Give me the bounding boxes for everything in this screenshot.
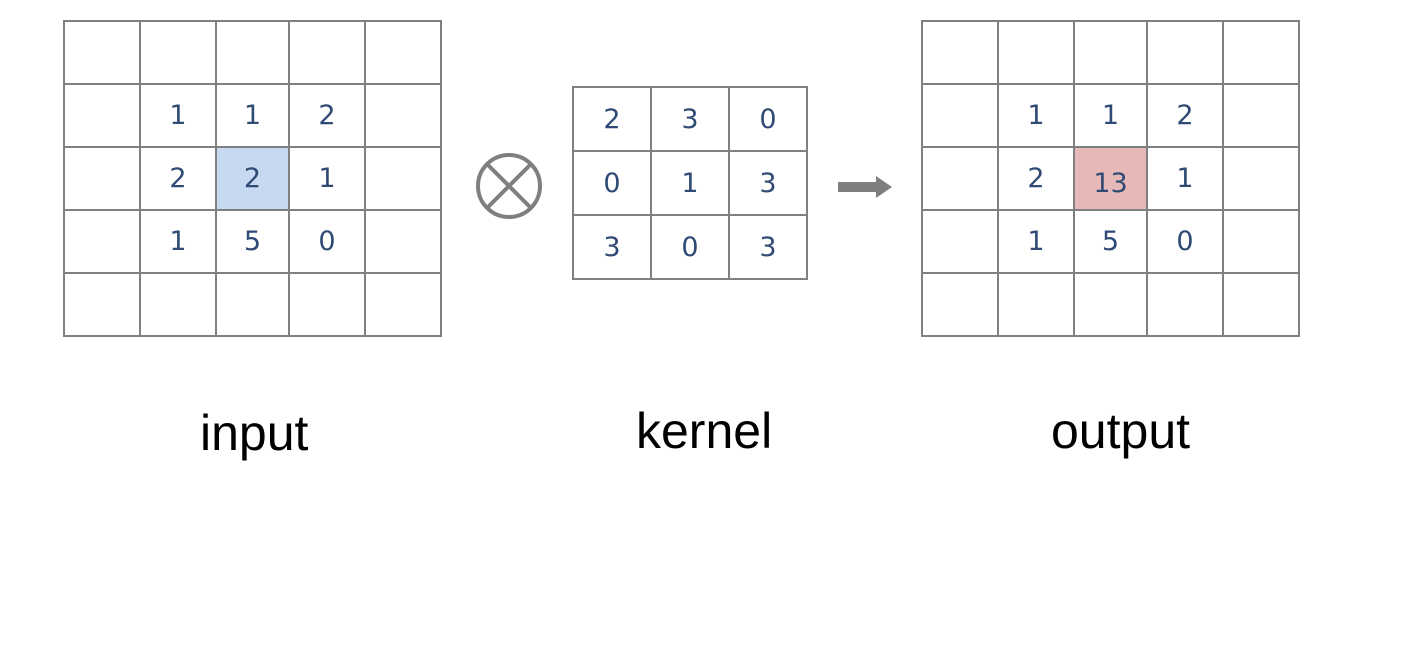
input-caption: input: [200, 408, 308, 458]
kernel-cell: 0: [573, 151, 651, 215]
input-cell: [216, 273, 289, 336]
input-cell: 5: [216, 210, 289, 273]
output-cell: 2: [1147, 84, 1223, 147]
input-cell: [365, 84, 441, 147]
grid-row: [922, 273, 1299, 336]
output-center-cell-highlighted: 13: [1074, 147, 1147, 210]
output-cell: [922, 84, 998, 147]
output-cell: [1223, 21, 1299, 84]
output-cell: 2: [998, 147, 1074, 210]
output-cell: 1: [1147, 147, 1223, 210]
input-cell: 0: [289, 210, 365, 273]
input-cell: [365, 21, 441, 84]
output-cell: [1223, 84, 1299, 147]
grid-row: 2 3 0: [573, 87, 807, 151]
output-grid: 1 1 2 2 13 1 1 5 0: [921, 20, 1300, 337]
output-cell: 1: [998, 210, 1074, 273]
output-cell: [1147, 21, 1223, 84]
grid-row: 1 1 2: [64, 84, 441, 147]
output-cell: [1223, 147, 1299, 210]
output-cell: [998, 273, 1074, 336]
input-cell: [64, 21, 140, 84]
output-cell: [998, 21, 1074, 84]
output-cell: 5: [1074, 210, 1147, 273]
input-cell: 2: [289, 84, 365, 147]
output-cell: 0: [1147, 210, 1223, 273]
output-cell: [922, 210, 998, 273]
input-cell: 1: [216, 84, 289, 147]
input-cell: [365, 147, 441, 210]
kernel-cell: 3: [651, 87, 729, 151]
input-cell: [140, 273, 216, 336]
input-cell: [64, 147, 140, 210]
kernel-cell: 3: [729, 151, 807, 215]
output-cell: [922, 273, 998, 336]
output-cell: [922, 21, 998, 84]
grid-row: 0 1 3: [573, 151, 807, 215]
kernel-cell: 0: [729, 87, 807, 151]
grid-row: 1 5 0: [64, 210, 441, 273]
input-cell: 1: [140, 84, 216, 147]
input-cell: [289, 21, 365, 84]
input-cell: 2: [140, 147, 216, 210]
output-caption: output: [1051, 406, 1190, 456]
input-cell: 1: [140, 210, 216, 273]
grid-row: 1 5 0: [922, 210, 1299, 273]
output-result-value: 13: [1093, 168, 1127, 199]
input-cell: [64, 273, 140, 336]
kernel-cell: 0: [651, 215, 729, 279]
kernel-cell: 1: [651, 151, 729, 215]
grid-row: 2 2 1: [64, 147, 441, 210]
output-cell: [922, 147, 998, 210]
input-cell: [64, 210, 140, 273]
kernel-cell: 2: [573, 87, 651, 151]
input-cell: [289, 273, 365, 336]
input-grid: 1 1 2 2 2 1 1 5 0: [63, 20, 442, 337]
input-cell: [140, 21, 216, 84]
grid-row: 2 13 1: [922, 147, 1299, 210]
output-cell: [1074, 273, 1147, 336]
output-cell: [1223, 273, 1299, 336]
input-cell: [64, 84, 140, 147]
input-cell: [365, 273, 441, 336]
right-arrow-icon: [838, 176, 892, 198]
output-cell: 1: [1074, 84, 1147, 147]
kernel-caption: kernel: [636, 406, 772, 456]
grid-row: [922, 21, 1299, 84]
grid-row: [64, 273, 441, 336]
output-cell: [1074, 21, 1147, 84]
output-cell: [1147, 273, 1223, 336]
output-cell: 1: [998, 84, 1074, 147]
kernel-cell: 3: [729, 215, 807, 279]
grid-row: 3 0 3: [573, 215, 807, 279]
input-cell: [365, 210, 441, 273]
grid-row: [64, 21, 441, 84]
circled-times-icon: [474, 151, 544, 221]
grid-row: 1 1 2: [922, 84, 1299, 147]
input-cell: [216, 21, 289, 84]
kernel-grid: 2 3 0 0 1 3 3 0 3: [572, 86, 808, 280]
input-center-cell-highlighted: 2: [216, 147, 289, 210]
output-cell: [1223, 210, 1299, 273]
input-cell: 1: [289, 147, 365, 210]
kernel-cell: 3: [573, 215, 651, 279]
